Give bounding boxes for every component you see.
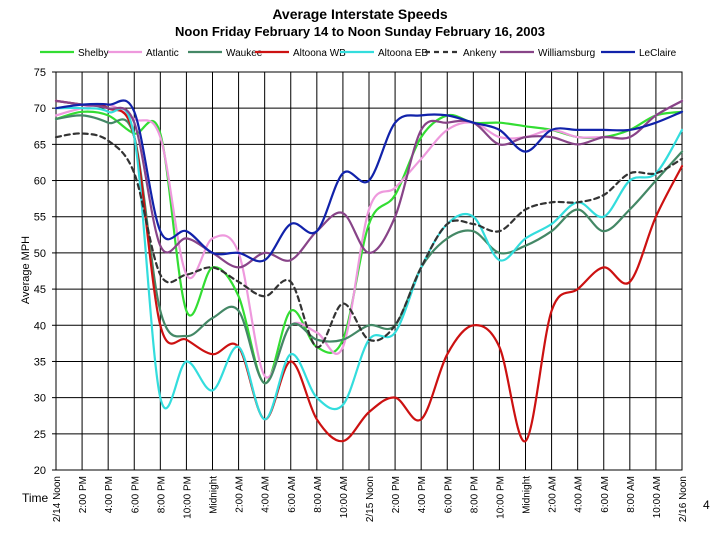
legend-label: LeClaire (639, 48, 677, 59)
x-tick-label: 4:00 AM (261, 476, 272, 513)
grid-lines (55, 71, 683, 471)
series-line-ankeny (54, 132, 684, 349)
x-tick-label: 4:00 PM (417, 476, 428, 513)
y-tick-label: 40 (34, 320, 46, 332)
y-tick-label: 45 (34, 284, 46, 296)
y-tick-label: 65 (34, 139, 46, 151)
x-tick-label: 10:00 PM (182, 476, 193, 519)
legend-label: Williamsburg (538, 48, 595, 59)
x-tick-label: 2:00 AM (235, 476, 246, 513)
x-tick-label: 10:00 AM (652, 476, 663, 518)
x-axis-label: Time (22, 491, 49, 505)
x-tick-label: 8:00 PM (156, 476, 167, 513)
series-line-altoona-eb (54, 106, 684, 421)
legend: Shelby Atlantic Waukee Altoona WB Altoona EB… (40, 48, 677, 59)
x-tick-label: 8:00 AM (626, 476, 637, 513)
y-tick-label: 25 (34, 429, 46, 441)
y-tick-label: 50 (34, 248, 46, 260)
x-tick-label: 2/15 Noon (365, 476, 376, 522)
series-line-atlantic (54, 99, 684, 379)
x-tick-label: Midnight (209, 476, 220, 514)
y-tick-label: 35 (34, 356, 46, 368)
legend-label: Altoona EB (378, 48, 428, 59)
series-line-altoona-wb (54, 99, 684, 443)
x-tick-label: 4:00 AM (574, 476, 585, 513)
series-lines (54, 99, 684, 443)
chart-title: Average Interstate Speeds (272, 6, 448, 22)
x-tick-label: 10:00 AM (339, 476, 350, 518)
x-tick-label: Midnight (522, 476, 533, 514)
x-tick-label: 2:00 AM (548, 476, 559, 513)
y-tick-label: 30 (34, 393, 46, 405)
x-tick-label: 2:00 PM (391, 476, 402, 513)
series-line-waukee (54, 114, 684, 385)
y-tick-label: 60 (34, 176, 46, 188)
page-number: 4 (703, 498, 710, 512)
x-tick-label: 2/16 Noon (678, 476, 689, 522)
legend-label: Ankeny (463, 48, 496, 59)
x-axis: 2/14 Noon 2:00 PM 4:00 PM 6:00 PM 8:00 PM 10:… (52, 476, 689, 522)
legend-label: Waukee (226, 48, 263, 59)
legend-label: Altoona WB (293, 48, 346, 59)
legend-label: Shelby (78, 48, 109, 59)
y-tick-label: 75 (34, 67, 46, 79)
y-axis-label: Average MPH (20, 236, 32, 304)
plot-frame (55, 71, 683, 471)
chart-subtitle: Noon Friday February 14 to Noon Sunday F… (175, 24, 545, 39)
x-tick-label: 2/14 Noon (52, 476, 63, 522)
x-tick-label: 8:00 AM (313, 476, 324, 513)
x-tick-label: 6:00 PM (443, 476, 454, 513)
y-axis: 20 25 30 35 40 45 50 55 60 65 70 75 (34, 67, 56, 477)
x-tick-label: 2:00 PM (78, 476, 89, 513)
x-tick-label: 6:00 PM (130, 476, 141, 513)
legend-label: Atlantic (146, 48, 179, 59)
series-line-williamsburg (54, 99, 684, 269)
y-tick-label: 20 (34, 465, 46, 477)
x-tick-label: 10:00 PM (495, 476, 506, 519)
x-tick-label: 8:00 PM (469, 476, 480, 513)
y-tick-label: 55 (34, 212, 46, 224)
x-tick-label: 6:00 AM (287, 476, 298, 513)
x-tick-label: 4:00 PM (104, 476, 115, 513)
series-line-leclaire (54, 99, 684, 263)
x-tick-label: 6:00 AM (600, 476, 611, 513)
y-tick-label: 70 (34, 103, 46, 115)
